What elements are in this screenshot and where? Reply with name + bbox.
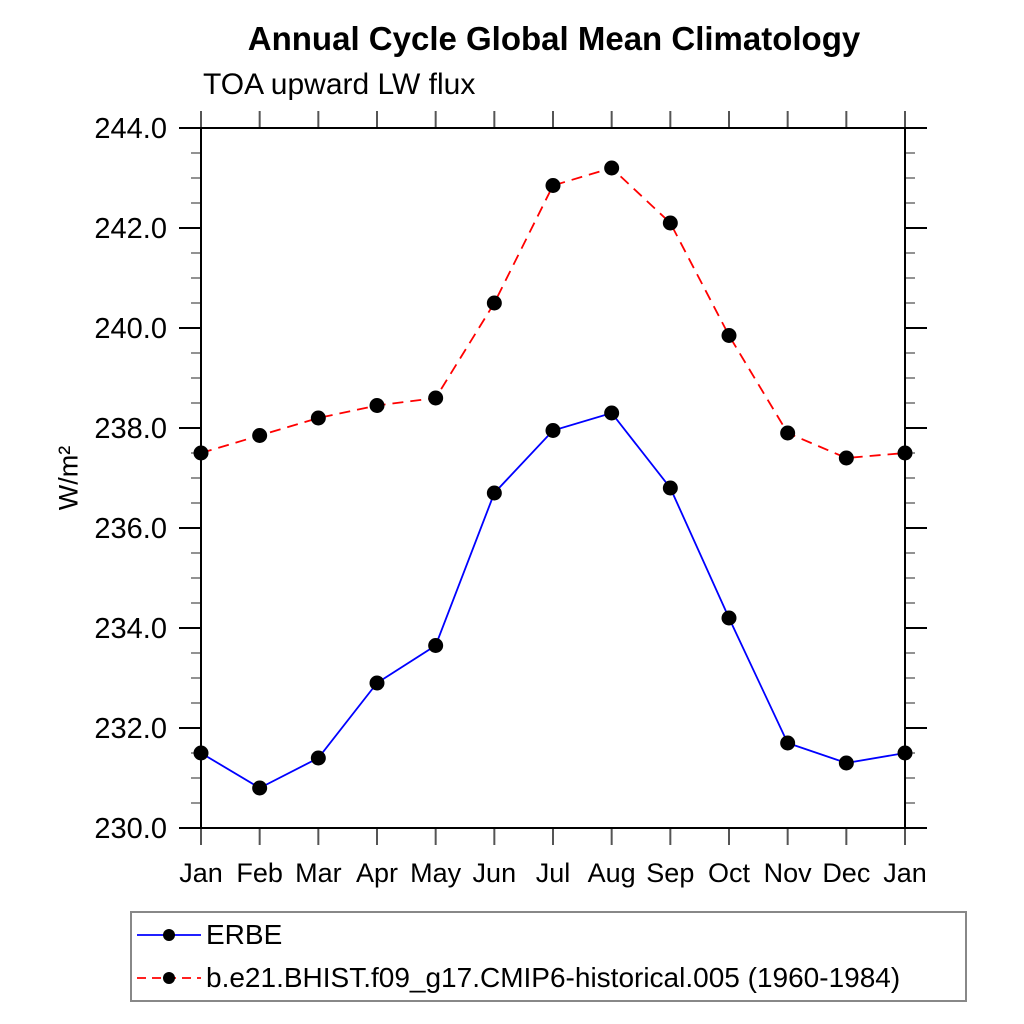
data-point-marker — [838, 450, 854, 466]
y-tick-label: 238.0 — [94, 413, 167, 445]
chart-subtitle: TOA upward LW flux — [203, 68, 476, 101]
data-point-marker — [545, 423, 561, 438]
data-point-marker — [662, 480, 678, 496]
x-tick-label: Sep — [646, 858, 694, 888]
x-tick-label: Apr — [356, 858, 398, 888]
data-point-marker — [897, 445, 913, 461]
data-point-marker — [604, 160, 620, 176]
x-tick-label: Nov — [764, 858, 813, 888]
x-tick-label: Jul — [536, 858, 571, 888]
series-line-solid — [200, 411, 906, 790]
data-point-marker — [545, 178, 561, 193]
chart-title: Annual Cycle Global Mean Climatology — [247, 20, 861, 57]
legend-marker-icon — [163, 971, 175, 984]
y-tick-label: 244.0 — [94, 113, 167, 145]
data-point-marker — [780, 735, 796, 751]
y-tick-label: 236.0 — [94, 513, 167, 545]
y-tick-label: 234.0 — [94, 613, 167, 645]
data-point-marker — [428, 638, 444, 653]
data-point-marker — [780, 425, 796, 441]
data-point-marker — [486, 485, 502, 501]
data-point-marker — [310, 750, 326, 766]
data-point-marker — [369, 675, 385, 691]
data-point-marker — [310, 410, 326, 426]
data-point-marker — [662, 215, 678, 231]
legend-label: b.e21.BHIST.f09_g17.CMIP6-historical.005… — [206, 961, 901, 993]
data-point-marker — [721, 328, 737, 343]
x-tick-label: Feb — [236, 858, 283, 888]
data-point-marker — [721, 610, 737, 626]
series-line-dashed — [200, 166, 906, 459]
data-point-marker — [428, 390, 444, 406]
data-point-marker — [486, 295, 502, 311]
legend: ERBE b.e21.BHIST.f09_g17.CMIP6-historical… — [130, 911, 967, 1002]
data-point-marker — [193, 745, 209, 761]
x-tick-label: Aug — [588, 858, 636, 888]
x-tick-label: May — [410, 858, 462, 888]
data-point-marker — [193, 445, 209, 461]
data-point-marker — [252, 428, 268, 443]
y-tick-label: 240.0 — [94, 313, 167, 345]
legend-line-swatch — [137, 971, 201, 984]
legend-label: ERBE — [206, 919, 283, 951]
data-point-marker — [604, 405, 620, 421]
data-point-marker — [838, 755, 854, 771]
x-tick-label: Jan — [883, 858, 927, 888]
legend-marker-icon — [163, 929, 175, 942]
x-tick-label: Oct — [708, 858, 751, 888]
legend-row: b.e21.BHIST.f09_g17.CMIP6-historical.005… — [136, 958, 965, 998]
x-tick-label: Jun — [473, 858, 517, 888]
y-tick-label: 242.0 — [94, 213, 167, 245]
plot-frame — [200, 127, 906, 829]
data-point-marker — [369, 398, 385, 413]
y-tick-label: 232.0 — [94, 713, 167, 745]
x-tick-label: Mar — [295, 858, 342, 888]
x-tick-label: Jan — [179, 858, 223, 888]
x-tick-label: Dec — [822, 858, 870, 888]
legend-line-swatch — [137, 929, 201, 942]
data-point-marker — [252, 780, 268, 796]
data-point-marker — [897, 745, 913, 761]
y-tick-label: 230.0 — [94, 813, 167, 845]
legend-row: ERBE — [136, 915, 965, 955]
